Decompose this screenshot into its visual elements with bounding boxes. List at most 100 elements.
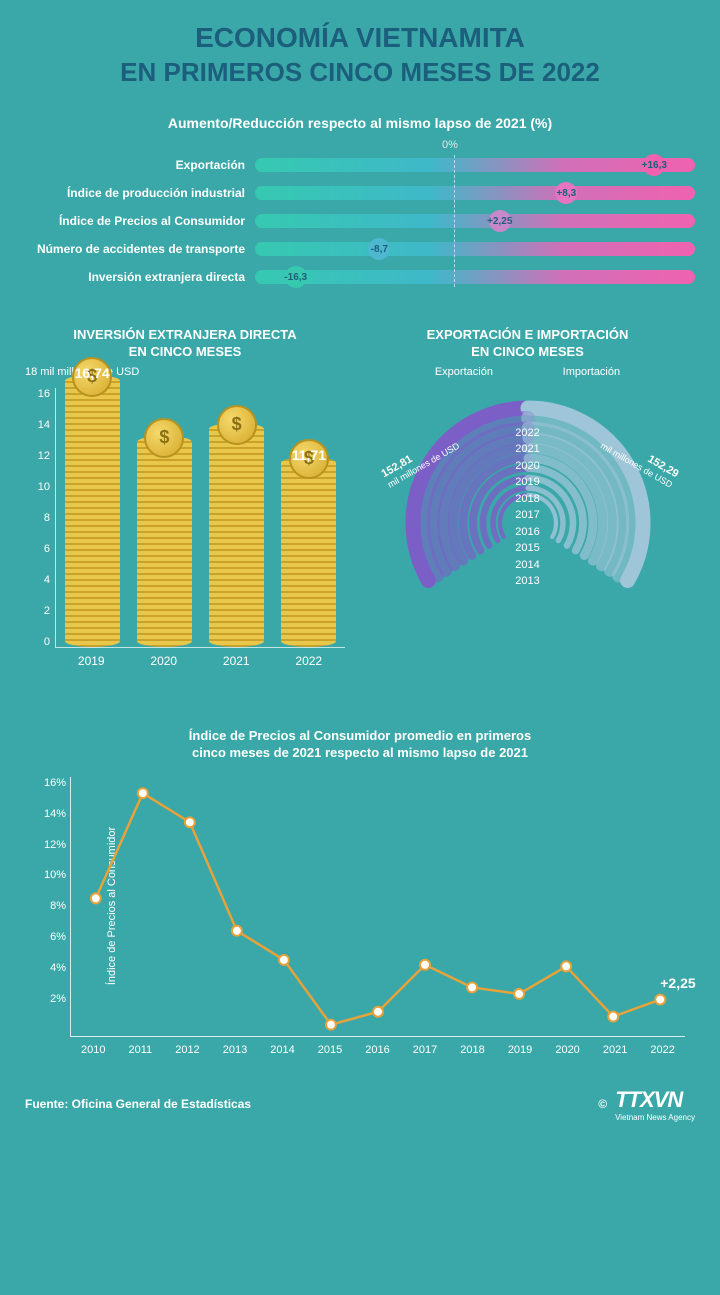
fdi-year-label: 2020: [150, 654, 177, 668]
cpi-chart: Índice de Precios al Consumidor 16%14%12…: [70, 777, 685, 1037]
zero-line: [454, 155, 455, 287]
circ-year: 2021: [515, 441, 539, 458]
cpi-year-label: 2010: [81, 1044, 105, 1056]
cpi-year-label: 2015: [318, 1044, 342, 1056]
fdi-title-l2: EN CINCO MESES: [25, 344, 345, 361]
bar-label: Exportación: [25, 158, 255, 172]
expimp-labels: Exportación Importación: [360, 366, 695, 378]
cpi-year-label: 2012: [175, 1044, 199, 1056]
coin-bar: $11,71: [281, 457, 336, 647]
zero-label: 0%: [205, 139, 695, 151]
title-line1: ECONOMÍA VIETNAMITA: [25, 20, 695, 56]
cpi-year-label: 2019: [508, 1044, 532, 1056]
cpi-title: Índice de Precios al Consumidor promedio…: [25, 728, 695, 762]
coin-icon: $: [217, 405, 257, 445]
bars-chart: Exportación+16,3Índice de producción ind…: [25, 155, 695, 287]
cpi-ytick: 14%: [36, 808, 66, 820]
coin-bar: $: [209, 423, 264, 647]
cpi-year-label: 2014: [270, 1044, 294, 1056]
export-label: Exportación: [435, 366, 493, 378]
fdi-year-label: 2022: [295, 654, 322, 668]
fdi-ytick: 6: [25, 543, 50, 555]
bar-track: +2,25: [255, 214, 695, 228]
circ-year: 2016: [515, 524, 539, 541]
cpi-ytick: 6%: [36, 931, 66, 943]
cpi-ytick: 8%: [36, 900, 66, 912]
bar-label: Inversión extranjera directa: [25, 270, 255, 284]
copyright-icon: ©: [598, 1097, 607, 1111]
fdi-ytick: 12: [25, 450, 50, 462]
section1-title: Aumento/Reducción respecto al mismo laps…: [25, 115, 695, 131]
fdi-ytick: 16: [25, 388, 50, 400]
cpi-panel: Índice de Precios al Consumidor promedio…: [25, 728, 695, 1037]
bar-row: Número de accidentes de transporte-8,7: [25, 239, 695, 259]
circ-year: 2019: [515, 474, 539, 491]
bar-value-dot: +8,3: [555, 182, 577, 204]
coin-value: 11,71: [292, 447, 326, 463]
bar-row: Inversión extranjera directa -16,3: [25, 267, 695, 287]
bar-value-dot: -8,7: [368, 238, 390, 260]
circ-year-labels: 2022202120202019201820172016201520142013: [515, 425, 539, 590]
logo-sub: Vietnam News Agency: [615, 1113, 695, 1122]
cpi-year-label: 2022: [650, 1044, 674, 1056]
bar-row: Índice de Precios al Consumidor+2,25: [25, 211, 695, 231]
cpi-title-l1: Índice de Precios al Consumidor promedio…: [25, 728, 695, 745]
title-line2: EN PRIMEROS CINCO MESES DE 2022: [25, 56, 695, 90]
expimp-title-l2: EN CINCO MESES: [360, 344, 695, 361]
coin-icon: $: [144, 418, 184, 458]
cpi-ytick: 10%: [36, 869, 66, 881]
coin-bar: $: [137, 436, 192, 647]
cpi-ytick: 2%: [36, 993, 66, 1005]
circ-year: 2022: [515, 425, 539, 442]
bar-row: Exportación+16,3: [25, 155, 695, 175]
cpi-ytick: 12%: [36, 839, 66, 851]
circ-year: 2018: [515, 491, 539, 508]
circ-year: 2017: [515, 507, 539, 524]
bar-label: Índice de Precios al Consumidor: [25, 214, 255, 228]
coin-value: 16,74: [75, 365, 110, 381]
fdi-ytick: 0: [25, 636, 50, 648]
cpi-year-label: 2020: [555, 1044, 579, 1056]
cpi-year-label: 2016: [365, 1044, 389, 1056]
bar-value-dot: -16,3: [285, 266, 307, 288]
source-text: Fuente: Oficina General de Estadísticas: [25, 1097, 251, 1111]
cpi-year-label: 2013: [223, 1044, 247, 1056]
fdi-title: INVERSIÓN EXTRANJERA DIRECTA EN CINCO ME…: [25, 327, 345, 361]
expimp-title-l1: EXPORTACIÓN E IMPORTACIÓN: [360, 327, 695, 344]
bar-track: +16,3: [255, 158, 695, 172]
coin-bar: $16,74: [65, 375, 120, 647]
bar-value-dot: +16,3: [643, 154, 665, 176]
cpi-title-l2: cinco meses de 2021 respecto al mismo la…: [25, 745, 695, 762]
circ-year: 2020: [515, 458, 539, 475]
bar-track: +8,3: [255, 186, 695, 200]
fdi-ytick: 8: [25, 512, 50, 524]
bar-value-dot: +2,25: [489, 210, 511, 232]
cpi-ytick: 16%: [36, 777, 66, 789]
bar-label: Número de accidentes de transporte: [25, 242, 255, 256]
footer: Fuente: Oficina General de Estadísticas …: [25, 1087, 695, 1122]
fdi-title-l1: INVERSIÓN EXTRANJERA DIRECTA: [25, 327, 345, 344]
fdi-ytick: 4: [25, 574, 50, 586]
fdi-year-label: 2019: [78, 654, 105, 668]
fdi-ytick: 10: [25, 481, 50, 493]
cpi-year-label: 2011: [129, 1044, 153, 1056]
circ-year: 2015: [515, 540, 539, 557]
fdi-panel: INVERSIÓN EXTRANJERA DIRECTA EN CINCO ME…: [25, 327, 345, 693]
bar-row: Índice de producción industrial+8,3: [25, 183, 695, 203]
cpi-year-label: 2018: [460, 1044, 484, 1056]
expimp-panel: EXPORTACIÓN E IMPORTACIÓN EN CINCO MESES…: [360, 327, 695, 693]
bar-track: -8,7: [255, 242, 695, 256]
bar-label: Índice de producción industrial: [25, 186, 255, 200]
fdi-chart: 1614121086420 $16,74$$$11,71 20192020202…: [25, 388, 345, 668]
cpi-ytick: 4%: [36, 962, 66, 974]
expimp-title: EXPORTACIÓN E IMPORTACIÓN EN CINCO MESES: [360, 327, 695, 361]
logo: TTXVN: [615, 1087, 695, 1113]
main-title: ECONOMÍA VIETNAMITA EN PRIMEROS CINCO ME…: [25, 20, 695, 90]
circ-year: 2013: [515, 573, 539, 590]
cpi-year-label: 2021: [603, 1044, 627, 1056]
cpi-year-label: 2017: [413, 1044, 437, 1056]
fdi-ytick: 2: [25, 605, 50, 617]
circ-year: 2014: [515, 557, 539, 574]
import-label: Importación: [563, 366, 620, 378]
fdi-ytick: 14: [25, 419, 50, 431]
